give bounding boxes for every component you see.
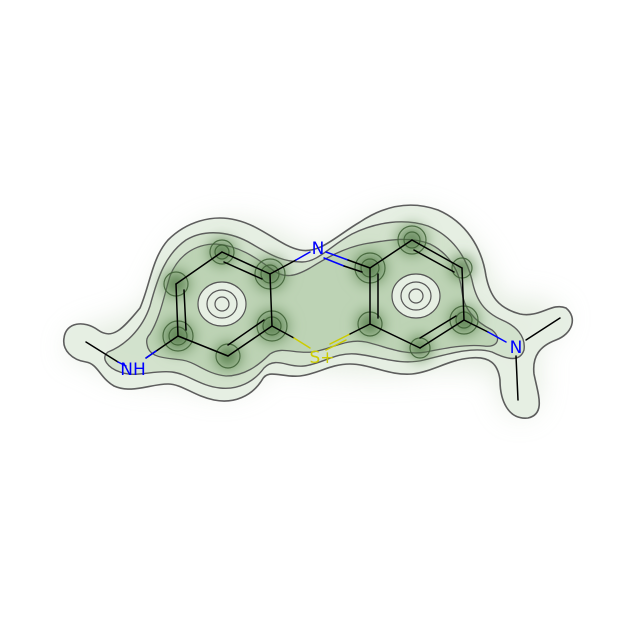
atom-label-nh: NH <box>120 360 146 380</box>
atom-label-n-dimethyl: N <box>510 338 523 358</box>
ring-centers <box>197 273 441 327</box>
atom-label-n-bridge: N <box>312 239 325 259</box>
hetero-bonds <box>117 251 507 367</box>
atom-label-s-plus: S+ <box>309 348 334 368</box>
bonds <box>85 239 561 401</box>
